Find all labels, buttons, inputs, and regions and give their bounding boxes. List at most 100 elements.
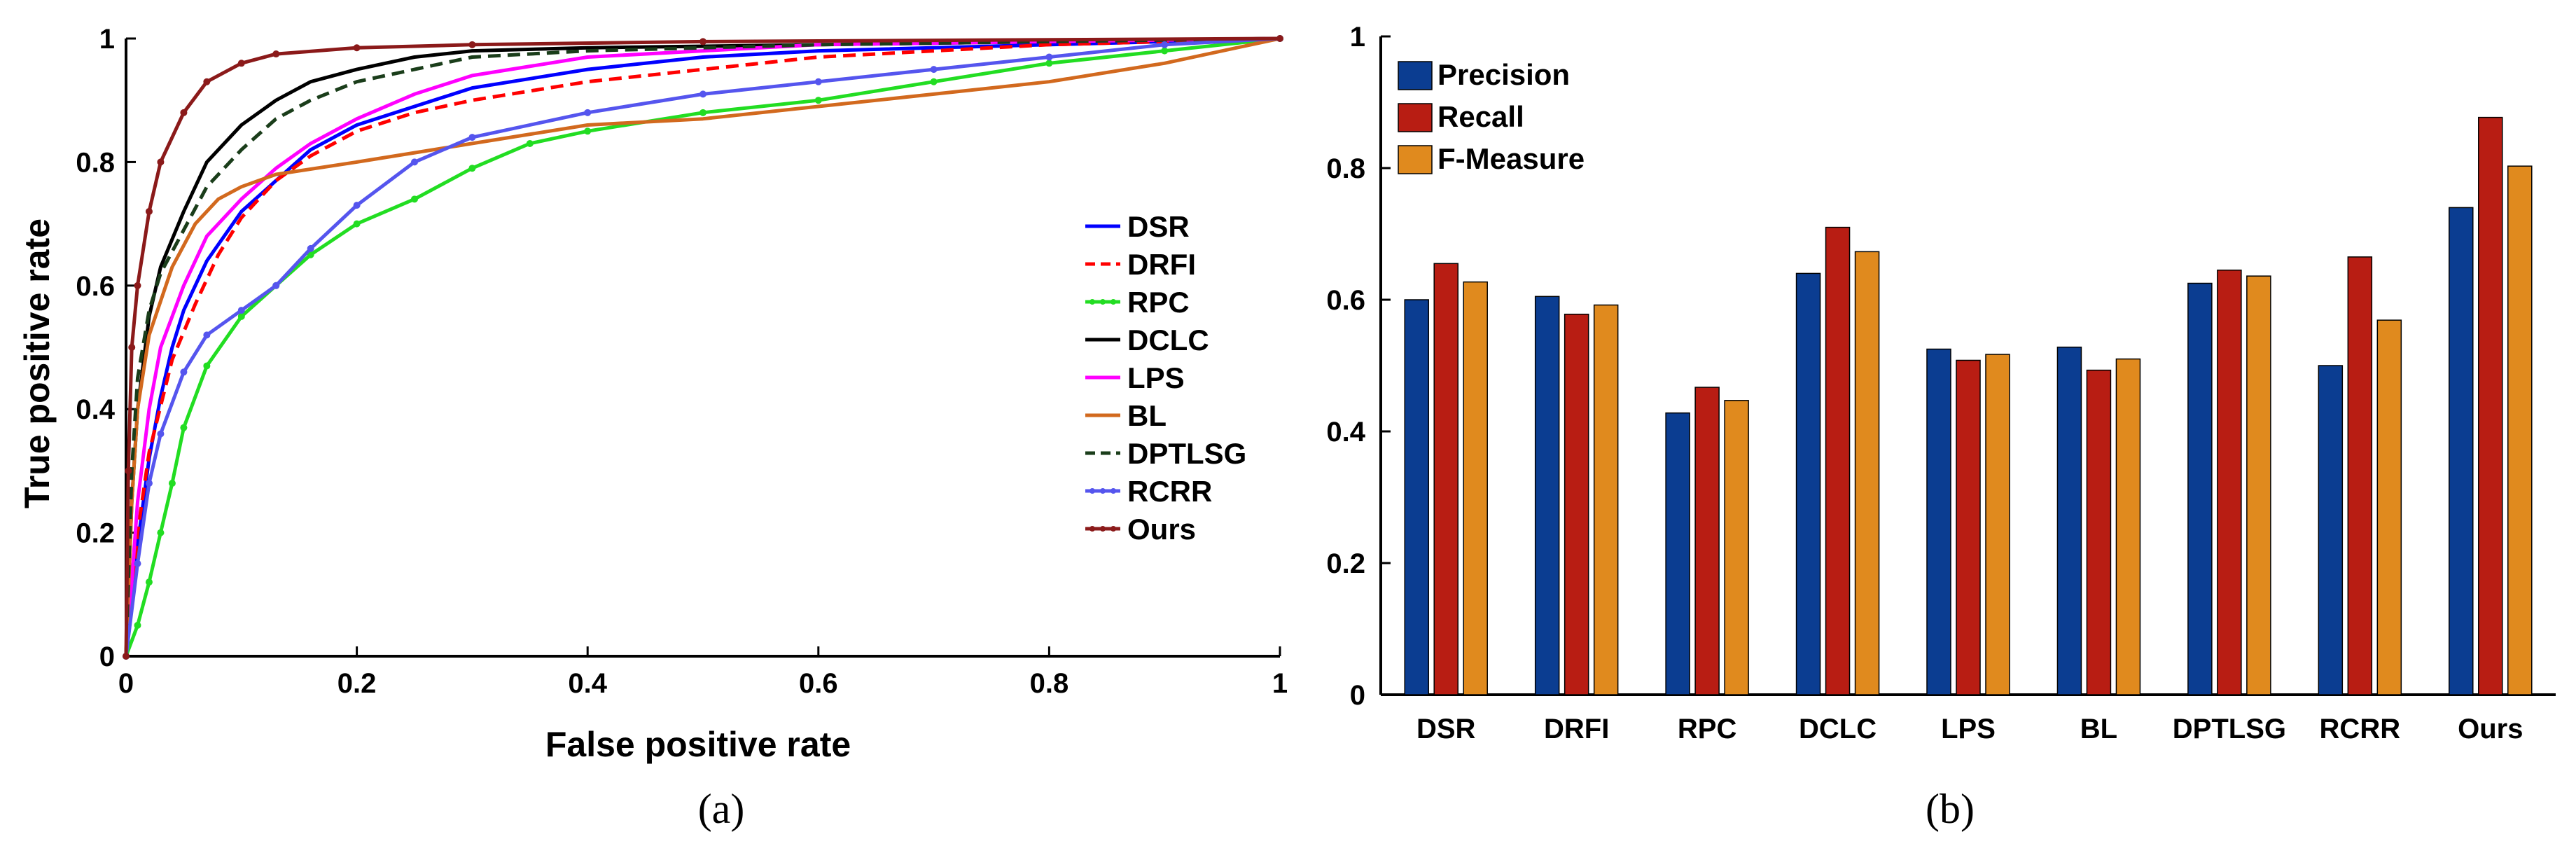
bar-rpc-f-measure <box>1724 400 1749 695</box>
bar-x-tick-label: DPTLSG <box>2173 714 2286 744</box>
roc-point-rpc <box>526 139 534 147</box>
roc-legend-label: DSR <box>1127 210 1190 243</box>
roc-curves <box>123 35 1283 660</box>
bar-dsr-precision <box>1404 299 1429 695</box>
roc-point-rpc <box>814 97 822 104</box>
roc-point-rcrr <box>930 66 938 74</box>
roc-point-rcrr <box>203 331 211 339</box>
roc-legend-label: LPS <box>1127 361 1185 394</box>
bar-dsr-f-measure <box>1463 281 1488 695</box>
bar-ours-f-measure <box>2507 165 2533 695</box>
bar-legend-swatch <box>1398 145 1433 174</box>
roc-point-ours <box>237 60 245 67</box>
roc-legend-marker <box>1089 488 1095 494</box>
roc-point-ours <box>180 109 188 116</box>
bar-legend-label: Precision <box>1437 58 1570 91</box>
panel-label-a: (a) <box>698 786 745 832</box>
bar-y-tick-label: 0 <box>1350 680 1365 711</box>
roc-x-tick-label: 1 <box>1272 668 1288 699</box>
bar-dclc-precision <box>1795 272 1821 695</box>
roc-point-ours <box>203 78 211 85</box>
bar-ours-precision <box>2449 207 2474 695</box>
roc-y-tick-label: 1 <box>99 24 115 55</box>
roc-curve-rpc <box>124 36 1281 657</box>
bar-ours-recall <box>2478 116 2503 695</box>
roc-curve-lps <box>124 36 1281 657</box>
roc-legend-marker <box>1089 299 1095 305</box>
bar-lps-f-measure <box>1985 354 2010 695</box>
roc-point-rpc <box>1161 47 1169 55</box>
bar-bl-precision <box>2056 346 2082 695</box>
bar-dclc-f-measure <box>1854 251 1880 695</box>
bar-y-tick-label: 1 <box>1350 22 1365 53</box>
roc-point-ours <box>468 41 476 48</box>
bar-y-tick-label: 0.4 <box>1326 417 1365 448</box>
roc-chart: 0 0.2 0.4 0.6 0.8 1 0 0.2 0.4 0.6 0.8 1 False posit… <box>18 24 1288 832</box>
bar-dptlsg-f-measure <box>2246 275 2271 695</box>
roc-point-rcrr <box>699 90 706 98</box>
bar-dsr-recall <box>1433 263 1458 695</box>
bar-dclc-recall <box>1825 226 1851 695</box>
bar-rpc-recall <box>1694 387 1720 695</box>
roc-y-tick-label: 0 <box>99 642 115 672</box>
roc-legend-label: DPTLSG <box>1127 437 1246 470</box>
bar-y-tick-label: 0.8 <box>1326 153 1365 184</box>
bar-marks <box>1404 116 2533 695</box>
roc-legend-label: RPC <box>1127 286 1190 319</box>
roc-point-rcrr <box>1161 41 1169 48</box>
bar-legend-label: Recall <box>1437 100 1524 133</box>
roc-legend-marker <box>1100 299 1106 305</box>
roc-point-rpc <box>157 529 165 536</box>
roc-point-ours <box>123 653 130 660</box>
bar-chart: 0 0.2 0.4 0.6 0.8 1 DSR DRFI RPC DCLC LPS BL DPTLSG R… <box>1326 22 2556 832</box>
bar-x-tick-label: RPC <box>1678 714 1736 744</box>
roc-x-tick-label: 0.2 <box>337 668 377 699</box>
bar-x-tick-label: BL <box>2080 714 2117 744</box>
roc-point-ours <box>1276 35 1283 42</box>
roc-legend-label: DCLC <box>1127 324 1209 356</box>
roc-legend-label: DRFI <box>1127 248 1196 281</box>
bar-x-tick-label: DCLC <box>1799 714 1877 744</box>
roc-legend-marker <box>1089 526 1095 532</box>
roc-point-rcrr <box>157 430 165 438</box>
roc-point-rcrr <box>134 560 141 567</box>
roc-point-rcrr <box>145 480 153 487</box>
roc-x-axis-title: False positive rate <box>545 725 851 764</box>
roc-point-rcrr <box>1045 53 1053 61</box>
roc-legend-marker <box>1111 526 1116 532</box>
bar-lps-precision <box>1926 348 1951 695</box>
roc-y-tick-label: 0.6 <box>76 271 115 302</box>
roc-point-rpc <box>180 424 188 431</box>
bar-legend-swatch <box>1398 103 1433 132</box>
roc-curve-rcrr <box>124 36 1281 657</box>
bar-rcrr-precision <box>2318 365 2344 695</box>
roc-tick-labels: 0 0.2 0.4 0.6 0.8 1 0 0.2 0.4 0.6 0.8 1 <box>76 24 1288 699</box>
roc-legend-label: RCRR <box>1127 475 1212 508</box>
roc-y-tick-label: 0.2 <box>76 518 115 549</box>
bar-y-tick-label: 0.2 <box>1326 548 1365 579</box>
roc-point-rcrr <box>468 134 476 141</box>
roc-point-rpc <box>699 109 706 116</box>
roc-point-rcrr <box>411 158 418 166</box>
roc-point-rpc <box>584 127 592 135</box>
roc-point-rpc <box>237 312 245 320</box>
roc-point-rpc <box>145 578 153 586</box>
roc-point-rpc <box>203 362 211 370</box>
roc-point-rpc <box>1045 60 1053 67</box>
roc-y-axis-title: True positive rate <box>18 219 57 508</box>
bar-drfi-f-measure <box>1593 304 1619 695</box>
bar-legend: Precision Recall F-Measure <box>1398 58 1585 175</box>
roc-curve-bl <box>124 36 1281 657</box>
roc-point-ours <box>272 50 280 58</box>
roc-legend-label: BL <box>1127 399 1167 432</box>
bar-legend-swatch <box>1398 61 1433 90</box>
roc-curve-drfi <box>124 36 1281 657</box>
bar-dptlsg-precision <box>2187 282 2213 695</box>
bar-bl-recall <box>2086 369 2112 695</box>
roc-point-rcrr <box>180 368 188 376</box>
bar-x-tick-label: LPS <box>1941 714 1996 744</box>
roc-point-rpc <box>134 621 141 629</box>
roc-legend-marker <box>1100 488 1106 494</box>
roc-point-ours <box>128 344 136 351</box>
